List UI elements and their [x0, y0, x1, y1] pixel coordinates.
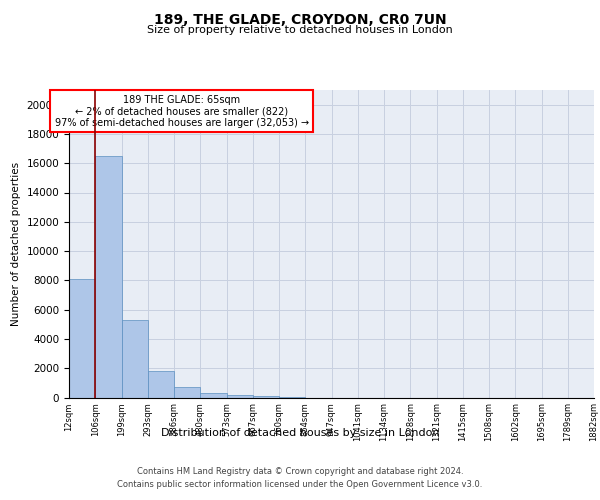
Text: Distribution of detached houses by size in London: Distribution of detached houses by size … — [161, 428, 439, 438]
Text: Size of property relative to detached houses in London: Size of property relative to detached ho… — [147, 25, 453, 35]
Y-axis label: Number of detached properties: Number of detached properties — [11, 162, 21, 326]
Bar — [174, 387, 200, 398]
Text: Contains public sector information licensed under the Open Government Licence v3: Contains public sector information licen… — [118, 480, 482, 489]
Bar — [121, 320, 148, 398]
Bar — [200, 393, 227, 398]
Bar — [95, 156, 121, 398]
Bar — [69, 279, 95, 398]
Bar — [227, 394, 253, 398]
Bar — [148, 371, 174, 398]
Text: 189 THE GLADE: 65sqm
← 2% of detached houses are smaller (822)
97% of semi-detac: 189 THE GLADE: 65sqm ← 2% of detached ho… — [55, 94, 309, 128]
Text: 189, THE GLADE, CROYDON, CR0 7UN: 189, THE GLADE, CROYDON, CR0 7UN — [154, 12, 446, 26]
Bar — [279, 396, 305, 398]
Bar — [253, 396, 279, 398]
Text: Contains HM Land Registry data © Crown copyright and database right 2024.: Contains HM Land Registry data © Crown c… — [137, 468, 463, 476]
